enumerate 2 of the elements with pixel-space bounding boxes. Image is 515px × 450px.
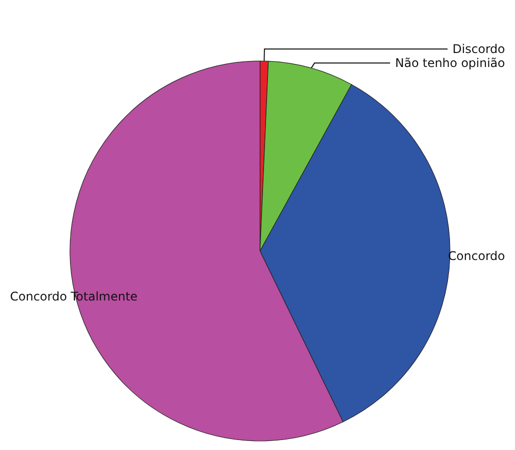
slice-label: Discordo [452, 42, 505, 56]
slice-label: Não tenho opinião [395, 56, 505, 70]
